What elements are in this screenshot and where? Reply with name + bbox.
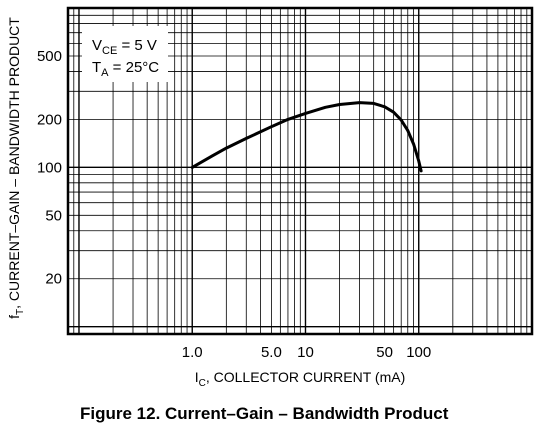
annotation-box xyxy=(82,26,168,82)
series-layer xyxy=(190,101,423,173)
x-tick-label: 100 xyxy=(406,344,431,361)
grid-major xyxy=(68,8,532,334)
y-tick-label: 500 xyxy=(37,48,62,65)
x-tick-labels: 1.0 5.0 10 50 100 xyxy=(182,344,431,361)
y-tick-labels: 20 50 100 200 500 xyxy=(37,48,62,288)
series-line xyxy=(190,101,423,173)
x-tick-label: 50 xyxy=(376,344,393,361)
figure-caption: Figure 12. Current–Gain – Bandwidth Prod… xyxy=(80,404,449,423)
annotation-vce: VCE = 5 V xyxy=(92,37,157,57)
x-tick-label: 5.0 xyxy=(261,344,282,361)
y-tick-label: 100 xyxy=(37,159,62,176)
annotation-ta: TA = 25°C xyxy=(92,59,159,79)
x-tick-label: 1.0 xyxy=(182,344,203,361)
x-tick-label: 10 xyxy=(297,344,314,361)
y-axis-label: fT, CURRENT–GAIN – BANDWIDTH PRODUCT xyxy=(6,17,26,319)
x-axis-label: IC, COLLECTOR CURRENT (mA) xyxy=(195,369,406,389)
y-tick-label: 200 xyxy=(37,111,62,128)
y-tick-label: 50 xyxy=(45,207,62,224)
plot-frame xyxy=(66,6,534,336)
y-tick-label: 20 xyxy=(45,271,62,288)
chart: 1.0 5.0 10 50 100 20 50 100 200 500 VCE = 5 V TA… xyxy=(6,6,534,389)
